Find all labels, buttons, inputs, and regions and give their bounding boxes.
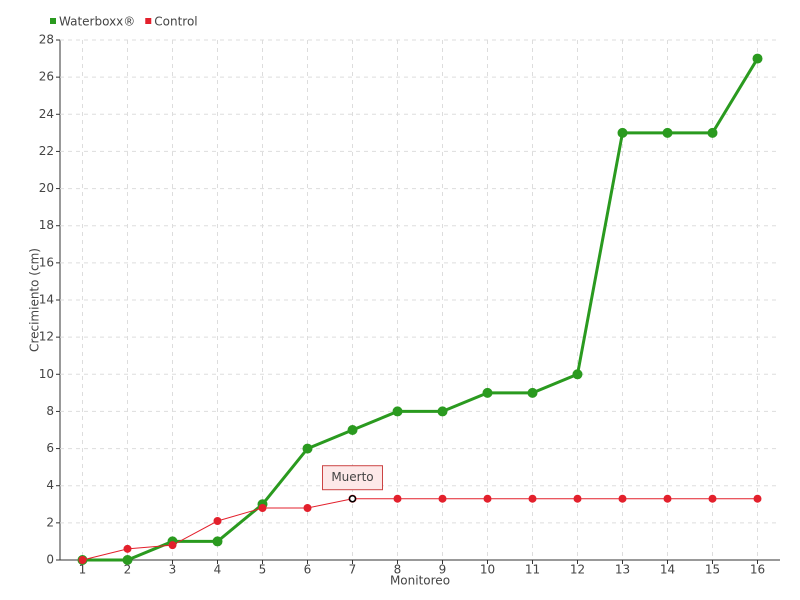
data-point xyxy=(302,443,313,454)
data-point xyxy=(212,536,223,547)
x-tick-label: 4 xyxy=(214,563,222,577)
data-point xyxy=(528,494,537,503)
x-tick-label: 16 xyxy=(750,563,765,577)
annotation-box xyxy=(322,465,383,491)
y-tick-label: 10 xyxy=(39,367,54,381)
data-point xyxy=(123,544,132,553)
y-tick-label: 2 xyxy=(46,515,54,529)
data-point xyxy=(618,494,627,503)
legend-label: Waterboxx® xyxy=(59,15,135,29)
x-tick-label: 9 xyxy=(439,563,447,577)
x-tick-label: 7 xyxy=(349,563,357,577)
series-line xyxy=(82,498,758,561)
data-point xyxy=(662,127,673,138)
x-tick-label: 6 xyxy=(304,563,312,577)
legend-swatch xyxy=(50,18,56,24)
x-tick-label: 8 xyxy=(394,563,402,577)
data-point xyxy=(572,369,583,380)
y-tick-label: 14 xyxy=(39,293,54,307)
x-tick-label: 11 xyxy=(525,563,540,577)
x-tick-label: 14 xyxy=(660,563,675,577)
data-point xyxy=(122,555,133,565)
data-point xyxy=(393,494,402,503)
y-tick-label: 24 xyxy=(39,107,54,121)
data-point xyxy=(663,494,672,503)
data-point xyxy=(482,387,493,398)
data-point xyxy=(392,406,403,417)
y-tick-label: 16 xyxy=(39,255,54,269)
y-tick-label: 22 xyxy=(39,144,54,158)
y-tick-label: 12 xyxy=(39,330,54,344)
y-tick-label: 6 xyxy=(46,441,54,455)
data-point xyxy=(438,494,447,503)
data-point xyxy=(303,504,312,512)
data-point xyxy=(752,53,763,64)
data-point xyxy=(707,127,718,138)
data-point xyxy=(258,504,267,512)
data-point xyxy=(708,494,717,503)
legend-label: Control xyxy=(154,15,197,29)
x-tick-label: 10 xyxy=(480,563,495,577)
y-tick-label: 18 xyxy=(39,218,54,232)
y-tick-label: 26 xyxy=(39,70,54,84)
x-tick-label: 15 xyxy=(705,563,720,577)
x-tick-label: 13 xyxy=(615,563,630,577)
data-point xyxy=(213,517,222,525)
data-point xyxy=(753,494,762,503)
annotation-point xyxy=(348,494,357,503)
data-point xyxy=(573,494,582,503)
x-axis-label: Monitoreo xyxy=(390,574,450,588)
data-point xyxy=(347,425,358,435)
x-tick-label: 5 xyxy=(259,563,267,577)
y-tick-label: 4 xyxy=(46,478,54,492)
data-point xyxy=(168,541,177,550)
data-point xyxy=(483,494,492,503)
x-tick-label: 12 xyxy=(570,563,585,577)
y-tick-label: 8 xyxy=(46,404,54,418)
y-tick-label: 0 xyxy=(46,553,54,567)
data-point xyxy=(78,556,87,564)
series-line xyxy=(82,57,759,562)
data-point xyxy=(527,387,538,398)
x-tick-label: 2 xyxy=(124,563,132,577)
y-tick-label: 20 xyxy=(39,181,54,195)
data-point xyxy=(437,406,448,417)
x-tick-label: 3 xyxy=(169,563,177,577)
data-point xyxy=(617,127,628,138)
legend-swatch xyxy=(145,18,152,24)
y-tick-label: 28 xyxy=(39,33,54,47)
y-axis-label: Crecimiento (cm) xyxy=(28,248,42,352)
annotation-text: Muerto xyxy=(331,470,373,484)
x-tick-label: 1 xyxy=(79,563,87,577)
